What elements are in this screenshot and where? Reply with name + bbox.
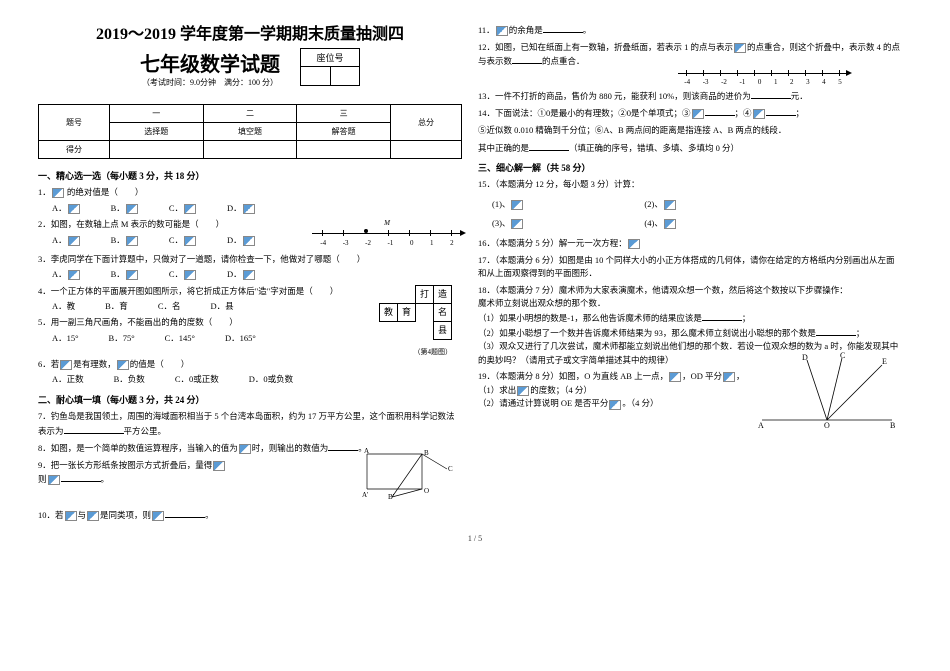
expr-icon [511,200,523,210]
seat-box: 座位号 [300,48,360,86]
subject-title: 七年级数学试题 [140,48,280,77]
angle-figure: A O B C D E [752,350,902,430]
score-table: 题号 一 二 三 总分 选择题 填空题 解答题 得分 [38,104,462,159]
opt-icon [68,204,80,214]
expr-icon [48,475,60,485]
q6: 6．若是有理数，的值是（ ） A．正数 B．负数 C．0或正数 D．0或负数 [38,358,462,387]
expr-icon [152,511,164,521]
svg-text:A': A' [362,491,368,499]
opt-icon [184,270,196,280]
q17: 17．（本题满分 6 分）如图是由 10 个同样大小的小正方体搭成的几何体，请你… [478,254,902,281]
blank [328,441,358,451]
svg-text:A: A [758,421,764,430]
svg-text:E: E [882,357,887,366]
q4: 4．一个正方体的平面展开图如图所示，将它折成正方体后"造"字对面是（ ） A．教… [38,285,462,355]
expr-icon [753,109,765,119]
blank [751,89,791,99]
q19: 19．（本题满分 8 分）如图，O 为直线 AB 上一点，，OD 平分， （1）… [478,370,902,450]
expr-icon [496,26,508,36]
fold-figure: A B A' B' O C [362,449,452,499]
blank [705,106,735,116]
cube-net-figure: 打造 教育名 县 [379,285,452,340]
blank [543,23,583,33]
expr-icon [669,372,681,382]
doc-title: 2019～2019 学年度第一学期期末质量抽测四 [38,20,462,44]
opt-icon [184,236,196,246]
opt-icon [126,236,138,246]
q14c: 其中正确的是（填正确的序号，错填、多填、多填均 0 分） [478,141,902,156]
svg-text:C: C [448,465,453,473]
expr-icon [87,511,99,521]
expr-icon [734,43,746,53]
opt-icon [68,236,80,246]
q3: 3．李虎同学在下面计算题中，只做对了一道题，请你检查一下，他做对了哪题（ ） A… [38,253,462,282]
q14: 14．下面说法：①0是最小的有理数；②0是个单项式；③；④； [478,106,902,121]
blank [64,424,124,434]
figure-caption: （第4题图） [414,347,453,358]
q1: 1． 的绝对值是（ ） A． B． C． D． [38,186,462,215]
number-line-q12: -4-3-2-1012345 [678,73,848,86]
blank [512,54,542,64]
svg-text:B': B' [388,493,394,501]
opt-icon [68,270,80,280]
svg-text:C: C [840,351,845,360]
expr-icon [517,386,529,396]
score-row-label: 题号 [39,105,110,141]
expr-icon [723,372,735,382]
section-2-title: 二、耐心填一填（每小题 3 分，共 24 分） [38,393,462,406]
expr-icon [628,239,640,249]
svg-text:O: O [824,421,830,430]
blank [61,472,101,482]
q11: 11．的余角是。 [478,23,902,38]
blank [766,106,796,116]
expr-icon [60,360,72,370]
q14b: ⑤近似数 0.010 精确到千分位；⑥A、B 两点间的距离是指连接 A、B 两点… [478,124,902,138]
blank [702,311,742,321]
expr-icon [692,109,704,119]
svg-text:A: A [364,447,369,455]
section-3-title: 三、细心解一解（共 58 分） [478,161,902,174]
q16: 16．（本题满分 5 分）解一元一次方程： [478,237,902,251]
page-number: 1 / 5 [0,534,950,543]
svg-text:B: B [424,449,429,457]
expr-icon [65,511,77,521]
blank [529,141,569,151]
exam-info: （考试时间：9.0分钟 满分：100 分） [140,77,280,88]
q2: 2．如图，在数轴上点 M 表示的数可能是（ ） A． B． C． D． M -4… [38,218,462,249]
opt-icon [126,270,138,280]
blank [165,508,205,518]
q12: 12．如图，已知在纸面上有一数轴，折叠纸面，若表示 1 的点与表示的点重合，则这… [478,41,902,69]
expr-icon [664,219,676,229]
blank [816,326,856,336]
q7: 7．钓鱼岛是我国领土，周围的海域面积相当于 5 个台湾本岛面积，约为 17 万平… [38,410,462,438]
svg-text:D: D [802,353,808,362]
opt-icon [126,204,138,214]
q10: 10．若与是同类项，则。 [38,508,462,523]
opt-icon [243,236,255,246]
q15: 15．（本题满分 12 分，每小题 3 分）计算： (1)、 (2)、 (3)、… [478,178,902,231]
expr-icon [117,360,129,370]
seat-label: 座位号 [301,49,359,67]
section-1-title: 一、精心选一选（每小题 3 分，共 18 分） [38,169,462,182]
expr-icon [511,219,523,229]
expr-icon [664,200,676,210]
svg-text:O: O [424,487,429,495]
q13: 13．一件不打折的商品，售价为 880 元，能获利 10%，则该商品的进价为元． [478,89,902,104]
expr-icon [609,400,621,410]
opt-icon [184,204,196,214]
expr-icon [52,188,64,198]
opt-icon [243,204,255,214]
expr-icon [213,461,225,471]
q9: 9．把一张长方形纸条按图示方式折叠后，量得 则。 AB A'B' OC [38,459,462,505]
svg-text:B: B [890,421,895,430]
opt-icon [243,270,255,280]
number-line-q2: M -4-3-2-1012 [312,218,462,249]
expr-icon [239,444,251,454]
